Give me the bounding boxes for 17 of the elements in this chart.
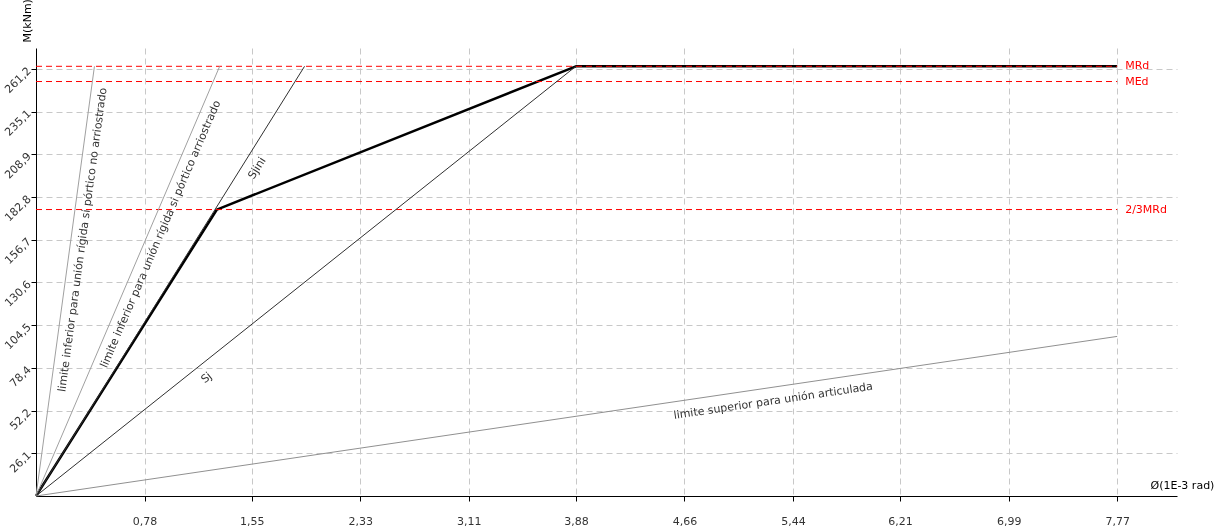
x-tick-label: 6,21: [888, 514, 913, 528]
x-axis-title: Ø(1E-3 rad): [1150, 478, 1215, 492]
x-tick-label: 0,78: [132, 514, 158, 528]
x-tick-label: 3,88: [564, 514, 589, 528]
x-tick-label: 4,66: [672, 514, 698, 528]
ref-line-label: MEd: [1125, 74, 1149, 88]
y-axis-title: M(kNm): [20, 0, 34, 43]
ref-line-label: MRd: [1125, 59, 1150, 73]
x-tick-label: 3,11: [457, 514, 482, 528]
ref-line-label: 2/3MRd: [1125, 202, 1167, 216]
text: limite superior para unión articulada: [672, 379, 874, 422]
x-tick-label: 5,44: [781, 514, 806, 528]
x-tick-label: 6,99: [996, 514, 1022, 528]
x-tick-label: 2,33: [348, 514, 373, 528]
x-tick-label: 1,55: [239, 514, 265, 528]
text: Sj: [198, 369, 215, 386]
x-tick-label: 7,77: [1105, 514, 1130, 528]
